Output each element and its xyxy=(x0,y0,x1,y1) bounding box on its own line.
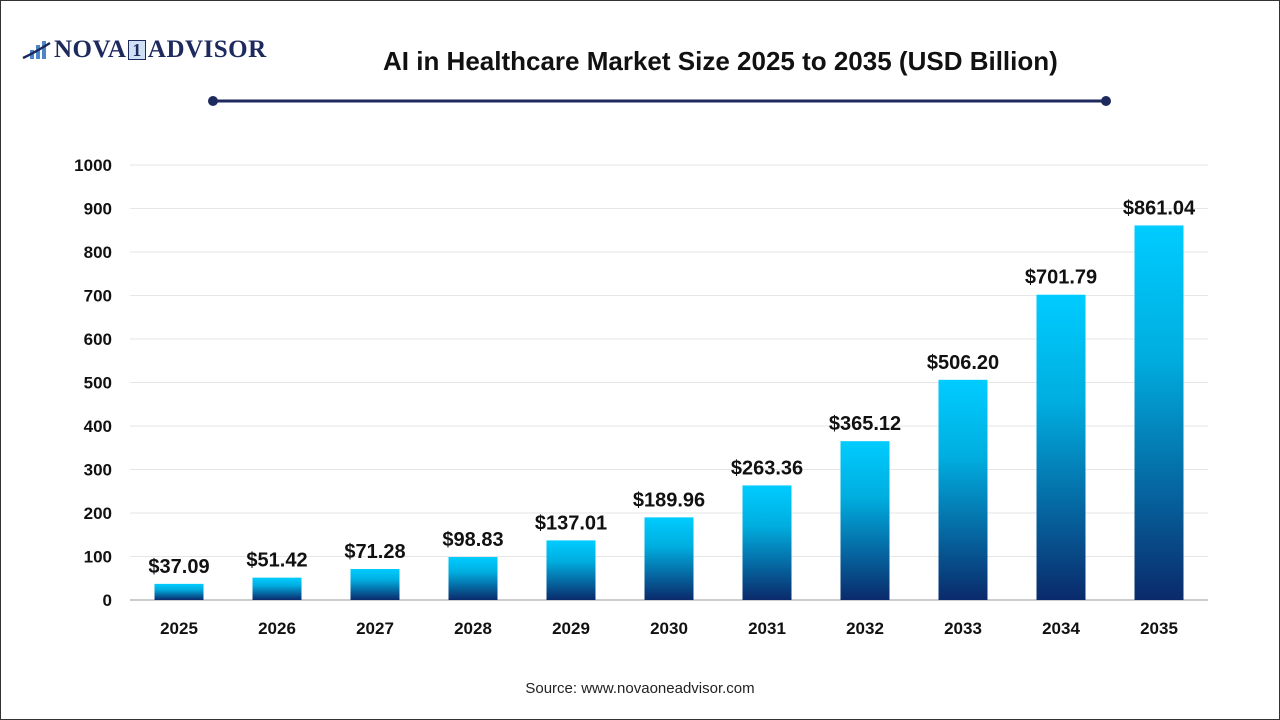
data-label: $189.96 xyxy=(633,489,705,511)
data-label: $137.01 xyxy=(535,512,607,534)
x-tick-label: 2032 xyxy=(846,619,884,638)
y-tick-label: 100 xyxy=(84,548,112,567)
y-tick-label: 900 xyxy=(84,200,112,219)
x-tick-label: 2034 xyxy=(1042,619,1080,638)
x-tick-label: 2029 xyxy=(552,619,590,638)
bar-2035 xyxy=(1134,225,1184,600)
bar-chart-logo-icon xyxy=(22,41,51,60)
bar-2032 xyxy=(840,441,890,600)
logo-text-advisor: ADVISOR xyxy=(147,36,267,63)
y-tick-label: 700 xyxy=(84,287,112,306)
y-tick-label: 300 xyxy=(84,461,112,480)
title-rule-dot-left xyxy=(208,96,218,106)
data-label: $701.79 xyxy=(1025,267,1097,289)
x-tick-label: 2026 xyxy=(258,619,296,638)
data-label: $365.12 xyxy=(829,413,901,435)
data-label: $506.20 xyxy=(927,352,999,374)
x-tick-label: 2033 xyxy=(944,619,982,638)
y-tick-label: 0 xyxy=(103,591,112,610)
y-tick-label: 400 xyxy=(84,417,112,436)
y-tick-label: 500 xyxy=(84,374,112,393)
data-label: $861.04 xyxy=(1123,197,1196,219)
data-label: $71.28 xyxy=(344,541,405,563)
bar-2025 xyxy=(154,583,204,600)
source-note: Source: www.novaoneadvisor.com xyxy=(525,680,755,697)
y-tick-label: 200 xyxy=(84,504,112,523)
logo-text-one: 1 xyxy=(128,40,146,60)
x-tick-label: 2027 xyxy=(356,619,394,638)
bar-2026 xyxy=(252,577,302,600)
bar-2027 xyxy=(350,568,400,600)
logo-text-nova: NOVA xyxy=(54,36,127,63)
y-tick-label: 600 xyxy=(84,330,112,349)
title-rule-dot-right xyxy=(1101,96,1111,106)
x-tick-label: 2025 xyxy=(160,619,198,638)
bar-2033 xyxy=(938,379,988,600)
data-label: $37.09 xyxy=(148,556,209,578)
logo: NOVA 1 ADVISOR xyxy=(22,36,267,64)
bar-2030 xyxy=(644,517,694,600)
bar-2029 xyxy=(546,540,596,600)
bar-2034 xyxy=(1036,294,1086,600)
data-label: $263.36 xyxy=(731,457,803,479)
y-tick-label: 1000 xyxy=(74,156,112,175)
chart-title: AI in Healthcare Market Size 2025 to 203… xyxy=(383,46,1058,76)
x-tick-label: 2035 xyxy=(1140,619,1178,638)
bar-2028 xyxy=(448,557,498,600)
x-tick-label: 2028 xyxy=(454,619,492,638)
y-tick-label: 800 xyxy=(84,243,112,262)
x-tick-label: 2031 xyxy=(748,619,786,638)
x-tick-label: 2030 xyxy=(650,619,688,638)
bar-2031 xyxy=(742,485,792,600)
data-label: $98.83 xyxy=(442,529,503,551)
data-label: $51.42 xyxy=(246,550,307,572)
